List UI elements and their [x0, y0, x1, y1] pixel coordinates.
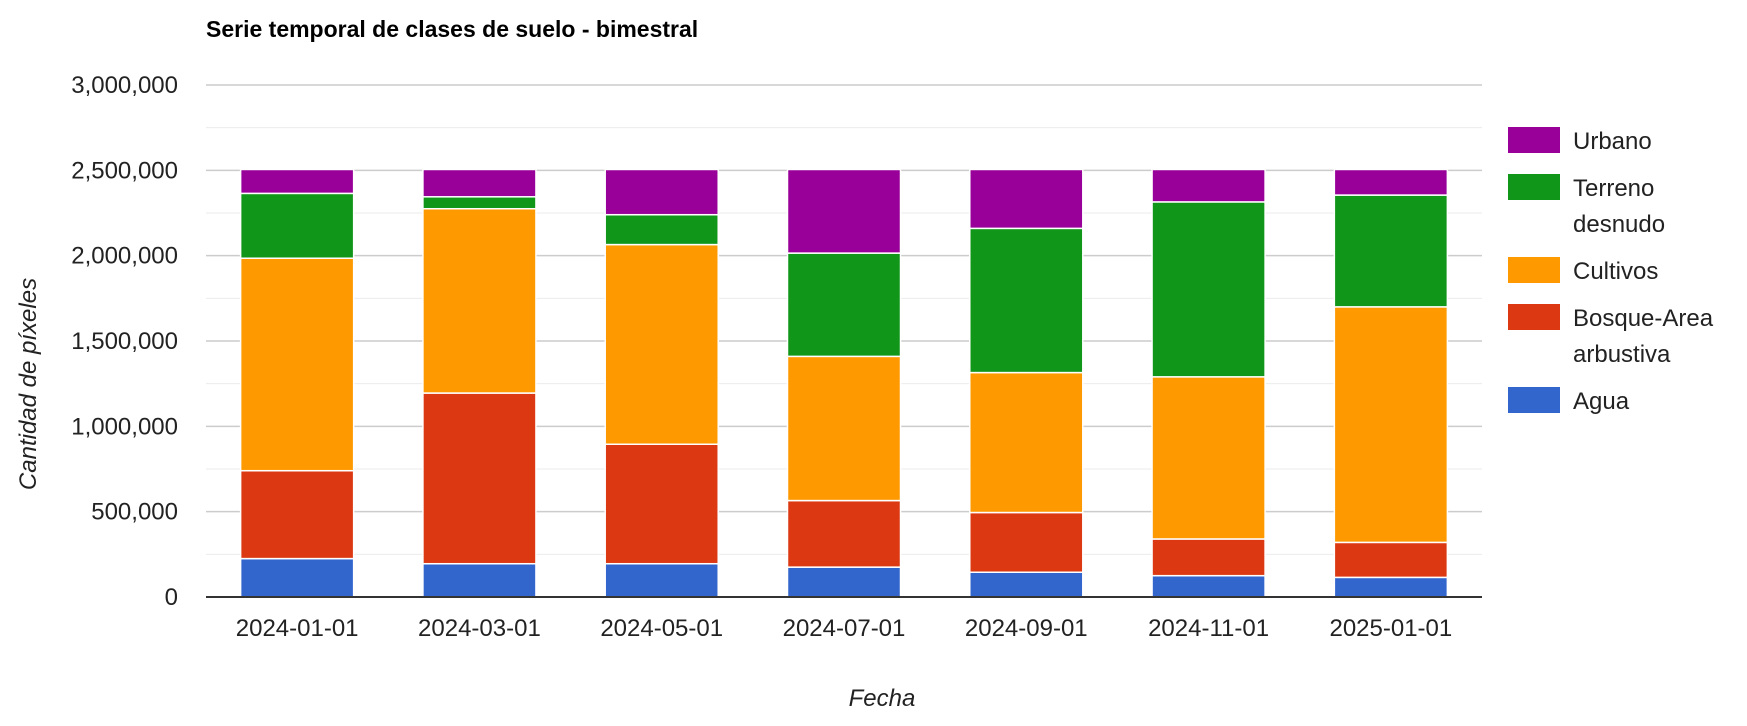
bar-segment-cultivos[interactable]: [239, 257, 355, 472]
x-tick-label: 2024-03-01: [418, 615, 541, 642]
bar-segment-bosque-area-arbustiva[interactable]: [786, 499, 902, 568]
legend-item[interactable]: Cultivos: [1508, 257, 1658, 285]
x-tick-label: 2025-01-01: [1329, 615, 1452, 642]
bar-segment-bosque-area-arbustiva[interactable]: [422, 392, 537, 565]
bar-segment-bosque-area-arbustiva[interactable]: [1151, 538, 1266, 577]
bar-segment-agua[interactable]: [1333, 576, 1449, 598]
x-tick-label: 2024-05-01: [600, 615, 723, 642]
x-tick-label: 2024-01-01: [236, 615, 359, 642]
bar-segment-agua[interactable]: [422, 562, 537, 598]
bar-segment-cultivos[interactable]: [604, 243, 719, 446]
bar-segment-bosque-area-arbustiva[interactable]: [604, 443, 719, 565]
x-axis-title: Fecha: [849, 685, 916, 712]
bar-segment-agua[interactable]: [239, 557, 355, 598]
bar-segment-bosque-area-arbustiva[interactable]: [1333, 541, 1449, 579]
legend-swatch: [1508, 387, 1560, 413]
bar-segment-bosque-area-arbustiva[interactable]: [239, 469, 355, 560]
chart-title: Serie temporal de clases de suelo - bime…: [206, 16, 698, 42]
x-tick-label: 2024-07-01: [783, 615, 906, 642]
bar-segment-agua[interactable]: [1151, 574, 1266, 598]
legend-swatch: [1508, 304, 1560, 330]
legend-label: Agua: [1573, 388, 1630, 415]
bar-segment-bosque-area-arbustiva[interactable]: [969, 511, 1084, 574]
y-axis-title: Cantidad de píxeles: [15, 278, 42, 490]
bar-segment-agua[interactable]: [969, 571, 1084, 598]
bar-segment-cultivos[interactable]: [786, 355, 902, 502]
bar-segment-cultivos[interactable]: [1333, 306, 1449, 544]
bar-segment-agua[interactable]: [786, 566, 902, 598]
bar-segment-terreno-desnudo[interactable]: [1151, 201, 1266, 378]
bars: [239, 168, 1449, 598]
x-tick-label: 2024-11-01: [1148, 615, 1269, 642]
bar-segment-urbano[interactable]: [1333, 168, 1449, 196]
bar-segment-agua[interactable]: [604, 562, 719, 598]
bar-segment-terreno-desnudo[interactable]: [969, 227, 1084, 374]
bar-segment-terreno-desnudo[interactable]: [422, 196, 537, 210]
bar-segment-urbano[interactable]: [786, 168, 902, 254]
bar-segment-terreno-desnudo[interactable]: [786, 252, 902, 358]
legend-swatch: [1508, 127, 1560, 153]
legend-label: Terreno desnudo: [1573, 175, 1665, 238]
legend: Urbano Terreno desnudo Cultivos Bosque-Area a…: [1508, 127, 1714, 415]
y-tick-label: 1,500,000: [71, 328, 178, 355]
axes: 0 500,000 1,000,000 1,500,000 2,000,000 2,500…: [71, 72, 1482, 642]
bar-segment-urbano[interactable]: [422, 168, 537, 198]
bar-segment-urbano[interactable]: [239, 168, 355, 195]
y-tick-label: 2,500,000: [71, 157, 178, 184]
bar-segment-urbano[interactable]: [604, 168, 719, 216]
bar-segment-cultivos[interactable]: [1151, 376, 1266, 540]
y-tick-label: 500,000: [91, 499, 178, 526]
legend-label: Bosque-Area arbustiva: [1573, 305, 1714, 368]
bar-segment-cultivos[interactable]: [969, 371, 1084, 514]
y-tick-label: 2,000,000: [71, 243, 178, 270]
legend-item[interactable]: Urbano: [1508, 127, 1652, 155]
legend-item[interactable]: Bosque-Area arbustiva: [1508, 304, 1714, 368]
legend-label: Urbano: [1573, 128, 1652, 155]
legend-swatch: [1508, 257, 1560, 283]
x-tick-label: 2024-09-01: [965, 615, 1088, 642]
bar-segment-urbano[interactable]: [969, 168, 1084, 230]
bar-segment-cultivos[interactable]: [422, 207, 537, 394]
legend-item[interactable]: Terreno desnudo: [1508, 174, 1665, 238]
y-tick-label: 1,000,000: [71, 413, 178, 440]
bar-segment-terreno-desnudo[interactable]: [239, 192, 355, 259]
bar-segment-terreno-desnudo[interactable]: [604, 213, 719, 246]
legend-label: Cultivos: [1573, 258, 1658, 285]
y-tick-label: 0: [165, 584, 178, 611]
legend-swatch: [1508, 174, 1560, 200]
legend-item[interactable]: Agua: [1508, 387, 1630, 415]
y-tick-label: 3,000,000: [71, 72, 178, 99]
bar-segment-terreno-desnudo[interactable]: [1333, 194, 1449, 308]
bar-segment-urbano[interactable]: [1151, 168, 1266, 203]
